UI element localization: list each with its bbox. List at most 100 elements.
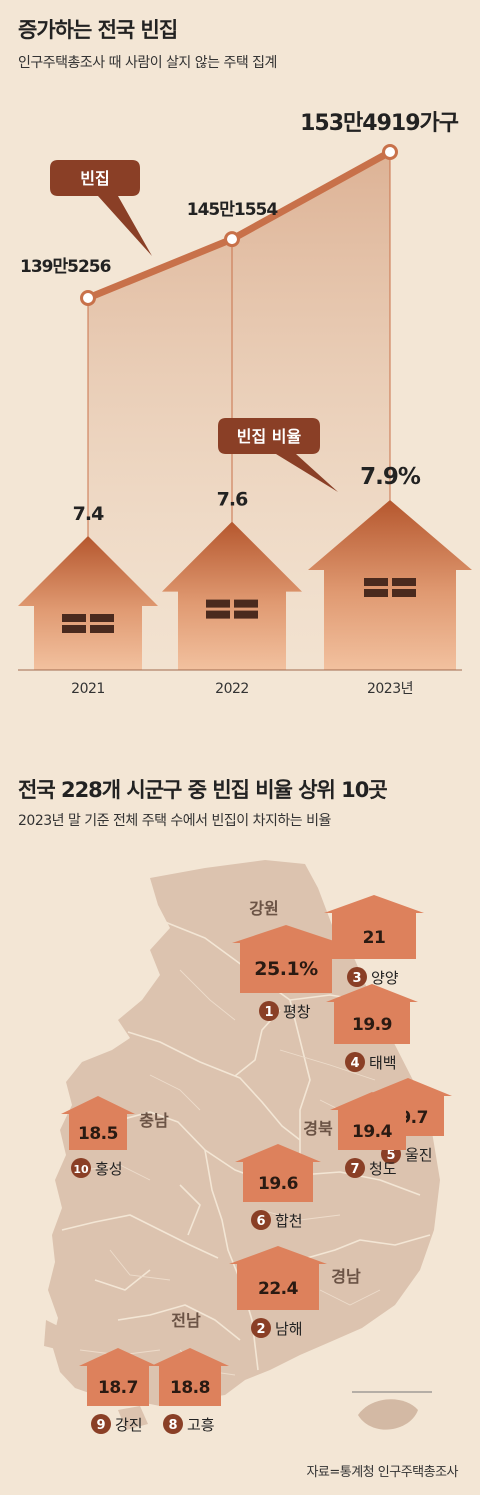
rank-value-label: 25.1% (254, 958, 318, 980)
rank-number: 1 (264, 1005, 273, 1020)
district-name: 남해 (275, 1320, 303, 1338)
vacant-homes-chart: 7.4 7.6 7.9% 139만5256 145만1554 153만4919가구 202… (18, 111, 472, 697)
ratio-tag: 빈집 비율 (218, 418, 338, 492)
rank-badge (163, 1414, 183, 1434)
marker-house (61, 1096, 135, 1150)
rank-value-label: 18.7 (98, 1378, 138, 1398)
window-pane (62, 625, 86, 633)
rank-value-label: 21 (363, 928, 386, 948)
tag-label: 빈집 비율 (237, 427, 302, 446)
line-area-fill (88, 152, 390, 670)
region-label: 전남 (171, 1311, 201, 1330)
rank-marker: 21 3 양양 (324, 895, 424, 987)
marker-house (324, 895, 424, 959)
window-pane (206, 610, 230, 619)
marker-house (330, 1092, 414, 1150)
rank-badge (345, 1158, 365, 1178)
window-pane (234, 610, 258, 619)
region-label: 강원 (249, 899, 278, 918)
rank-marker: 25.1% 1 평창 (232, 925, 340, 1021)
rank-badge (251, 1210, 271, 1230)
rank-value-label: 22.4 (258, 1279, 299, 1299)
rank-badge (345, 1052, 365, 1072)
chart-title: 증가하는 전국 빈집 (18, 18, 178, 42)
district-name: 울진 (405, 1146, 433, 1164)
rank-badge (259, 1001, 279, 1021)
marker-house (232, 925, 340, 993)
line-point (80, 290, 96, 306)
house-bar: 7.6 (162, 489, 302, 670)
rank-badge (347, 967, 367, 987)
house-shape (18, 536, 158, 670)
rank-number: 2 (256, 1322, 265, 1337)
vacant-count-label: 139만5256 (20, 257, 111, 277)
rank-number: 6 (256, 1214, 265, 1229)
x-tick-label: 2021 (71, 681, 105, 697)
marker-house (151, 1348, 229, 1406)
x-tick-label: 2023년 (367, 681, 413, 697)
line-point (382, 144, 398, 160)
rank-badge (71, 1158, 91, 1178)
marker-house (79, 1348, 157, 1406)
district-name: 평창 (283, 1003, 311, 1021)
rank-number: 10 (73, 1163, 89, 1176)
line-point (224, 231, 240, 248)
ranking-subtitle: 2023년 말 기준 전체 주택 수에서 빈집이 차지하는 비율 (18, 813, 331, 829)
vacant-homes-tag: 빈집 (50, 160, 152, 256)
tag-shape (50, 160, 152, 256)
rank-marker: 19.4 7 청도 (330, 1092, 414, 1178)
district-name: 강진 (115, 1416, 143, 1434)
window-pane (206, 599, 230, 608)
ratio-value-label: 7.6 (217, 489, 248, 511)
marker-house (235, 1144, 321, 1202)
district-name: 합천 (275, 1212, 303, 1230)
marker-house (229, 1246, 327, 1310)
rank-value-label: 19.4 (352, 1122, 393, 1142)
house-shape (162, 521, 302, 670)
window-pane (62, 614, 86, 622)
house-bar: 7.9% (308, 464, 472, 670)
rank-badge (91, 1414, 111, 1434)
rank-marker: 18.7 9 강진 (79, 1348, 157, 1434)
rank-number: 8 (168, 1418, 177, 1433)
window-pane (392, 578, 416, 586)
district-name: 고흥 (187, 1416, 215, 1434)
window-pane (364, 578, 388, 586)
tag-label: 빈집 (80, 169, 109, 188)
region-label: 경남 (331, 1267, 361, 1286)
rank-marker: 19.6 6 합천 (235, 1144, 321, 1230)
house-bar: 7.4 (18, 503, 158, 670)
window-pane (90, 614, 114, 622)
window-pane (234, 599, 258, 608)
rank-value-label: 19.6 (258, 1174, 298, 1194)
rank-marker: 18.8 8 고흥 (151, 1348, 229, 1434)
rank-marker: 19.9 4 태백 (326, 984, 418, 1072)
rank-marker: 22.4 2 남해 (229, 1246, 327, 1338)
region-label: 경북 (303, 1119, 333, 1138)
ratio-value-label: 7.9% (360, 464, 421, 490)
rank-number: 7 (350, 1162, 359, 1177)
district-name: 양양 (371, 969, 399, 987)
district-name: 홍성 (95, 1160, 123, 1178)
region-label: 충남 (139, 1111, 169, 1130)
source-note: 자료=통계청 인구주택총조사 (306, 1465, 458, 1480)
window-pane (392, 589, 416, 597)
x-tick-label: 2022 (215, 681, 249, 697)
house-shape (308, 500, 472, 670)
rank-number: 4 (350, 1056, 359, 1071)
rank-number: 3 (352, 971, 361, 986)
ratio-value-label: 7.4 (73, 503, 104, 525)
rank-value-label: 19.9 (352, 1015, 392, 1035)
district-name: 태백 (369, 1054, 397, 1072)
vacant-count-label: 153만4919가구 (300, 111, 459, 136)
marker-house (326, 984, 418, 1044)
rank-value-label: 18.5 (78, 1124, 118, 1144)
tag-shape (218, 418, 338, 492)
rank-number: 9 (96, 1418, 105, 1433)
rank-value-label: 18.8 (170, 1378, 210, 1398)
province-borders (61, 921, 431, 1371)
ranking-title: 전국 228개 시군구 중 빈집 비율 상위 10곳 (18, 778, 388, 802)
rank-marker: 18.5 10 홍성 (61, 1096, 135, 1178)
chart-subtitle: 인구주택총조사 때 사람이 살지 않는 주택 집계 (18, 55, 277, 71)
